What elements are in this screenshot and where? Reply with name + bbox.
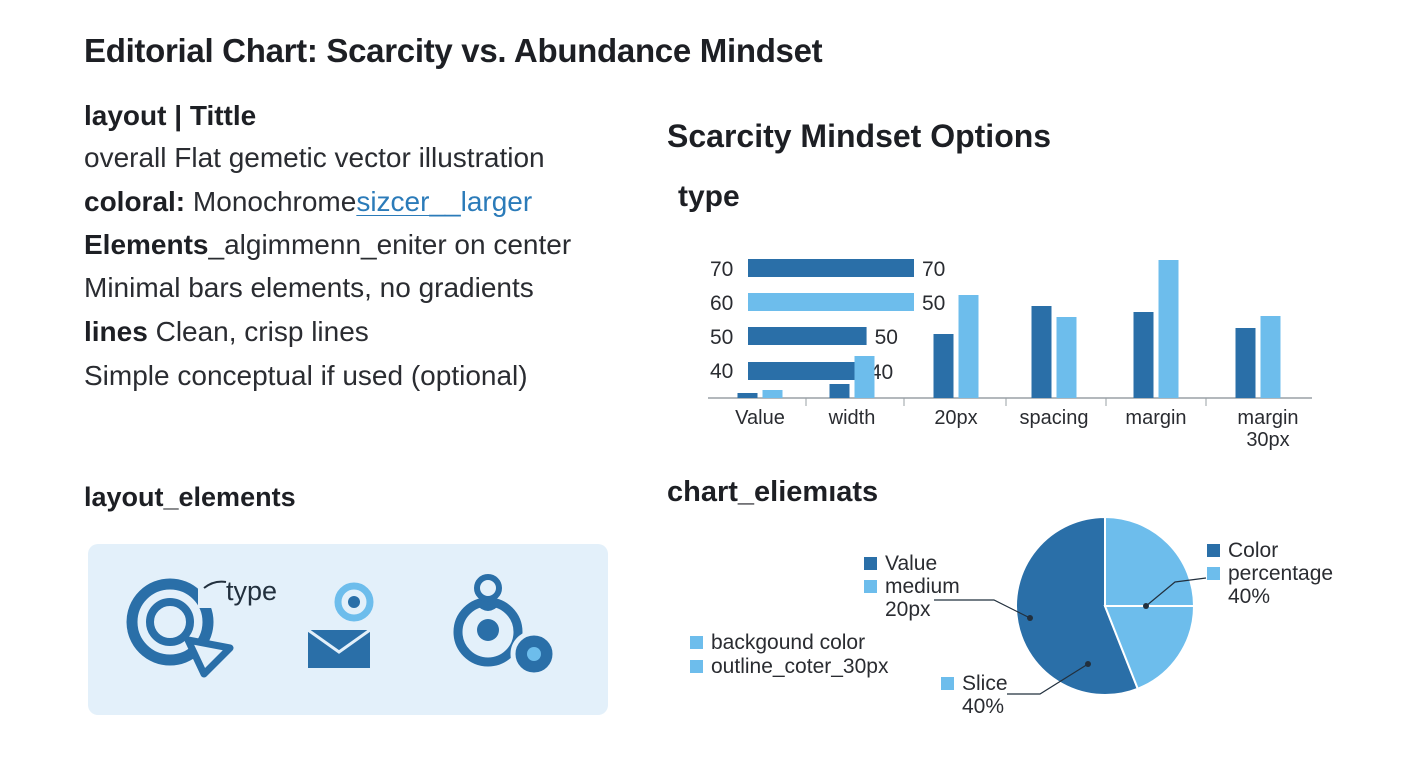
- bar-data-label: 50: [875, 326, 898, 349]
- pie-legend-entry: 40%: [962, 695, 1004, 718]
- legend-swatch: [1207, 567, 1220, 580]
- vertical-bar-series-1: [829, 384, 850, 398]
- spec-line-overall: overall Flat gemetic vector illustration: [84, 142, 545, 173]
- bar-chart-title: Scarcity Mindset Options: [667, 118, 1052, 154]
- bar-data-label: 70: [922, 258, 945, 281]
- page-title: Editorial Chart: Scarcity vs. Abundance …: [84, 32, 823, 69]
- horizontal-bar: [748, 362, 862, 380]
- vertical-bar-series-2: [1260, 316, 1281, 398]
- leader-line: [1007, 663, 1089, 695]
- vertical-bar-series-2: [1056, 317, 1077, 398]
- legend-swatch: [690, 636, 703, 649]
- x-tick-label: 30px: [1246, 429, 1289, 451]
- mail-icon: [307, 582, 374, 668]
- pie-chart-title: chart_eliemıats: [667, 476, 879, 508]
- pie-slice: [1104, 515, 1196, 607]
- vertical-bar-series-1: [933, 334, 954, 398]
- target-icon: [126, 572, 238, 678]
- x-tick-label: 20px: [934, 407, 977, 429]
- spec-line-elements: Elements_algimmenn_eniter on center: [84, 229, 572, 260]
- layout-elements-heading: layout_elements: [84, 482, 296, 512]
- leader-dot: [1027, 615, 1033, 621]
- pie-legend-entry: 20px: [885, 598, 931, 621]
- y-tick-label: 50: [710, 326, 733, 349]
- vertical-bar-series-2: [958, 295, 979, 398]
- legend-swatch: [941, 677, 954, 690]
- x-tick-label: margin: [1125, 407, 1186, 429]
- legend-swatch: [1207, 544, 1220, 557]
- bar-chart-subtitle: type: [678, 180, 740, 213]
- vertical-bar-series-2: [762, 390, 783, 398]
- person-gear-icon: [453, 574, 558, 678]
- horizontal-bar: [748, 293, 914, 311]
- spec-line-minimal: Minimal bars elements, no gradients: [84, 272, 534, 303]
- vertical-bar-series-2: [1158, 260, 1179, 398]
- pie-legend-entry: Slice: [962, 672, 1008, 695]
- leader-line: [934, 599, 1031, 619]
- y-tick-label: 70: [710, 258, 733, 281]
- leader-dot: [1085, 661, 1091, 667]
- y-tick-label: 40: [710, 360, 733, 383]
- pie-legend-entry: backgound color: [711, 631, 865, 654]
- pie-slice: [1103, 605, 1196, 691]
- vertical-bar-series-1: [1031, 306, 1052, 398]
- bar-data-label: 40: [870, 361, 893, 384]
- leader-line: [1145, 577, 1207, 607]
- spec-line-layout: layout | Tittle: [84, 100, 257, 131]
- x-tick-label: Value: [735, 407, 785, 429]
- legend-swatch: [690, 660, 703, 673]
- x-tick-label: width: [828, 407, 876, 429]
- pie-legend-entry: 40%: [1228, 585, 1270, 608]
- pie-slice: [1015, 515, 1140, 696]
- horizontal-bar: [748, 327, 867, 345]
- spec-line-simple: Simple conceptual if used (optional): [84, 360, 528, 391]
- horizontal-bar: [748, 259, 914, 277]
- vertical-bar-series-1: [1133, 312, 1154, 398]
- pie-legend-entry: Color: [1228, 539, 1278, 562]
- spec-line-lines: lines Clean, crisp lines: [84, 316, 369, 347]
- leader-dot: [1143, 603, 1149, 609]
- vertical-bar-series-1: [1235, 328, 1256, 398]
- pie-legend-entry: Value: [885, 552, 937, 575]
- x-tick-label: spacing: [1020, 407, 1089, 429]
- pie-legend-entry: outline_coter_30px: [711, 655, 889, 678]
- vertical-bar-series-2: [854, 356, 875, 398]
- pie-legend-entry: percentage: [1228, 562, 1333, 585]
- x-tick-label: margin: [1237, 407, 1298, 429]
- spec-line-color: coloral: Monochromesizcer__larger: [84, 186, 533, 217]
- pie-legend-entry: medium: [885, 575, 960, 598]
- bar-data-label: 50: [922, 292, 945, 315]
- legend-swatch: [864, 557, 877, 570]
- vertical-bar-series-1: [737, 393, 758, 398]
- y-tick-label: 60: [710, 292, 733, 315]
- legend-swatch: [864, 580, 877, 593]
- icon-type-label: type: [226, 576, 278, 606]
